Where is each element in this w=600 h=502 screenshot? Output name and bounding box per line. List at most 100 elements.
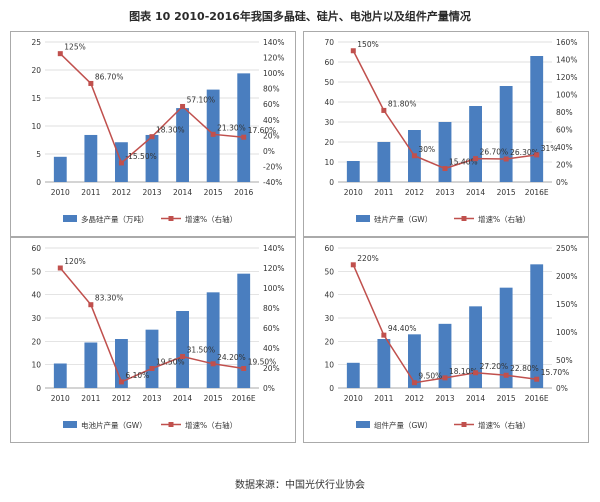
bar xyxy=(145,134,159,182)
growth-point xyxy=(350,262,356,268)
x-tick-label: 2015 xyxy=(204,188,223,197)
x-tick-label: 2016 xyxy=(234,188,253,197)
y-left-tick-label: 70 xyxy=(324,38,334,47)
y-left-tick-label: 5 xyxy=(36,150,41,159)
x-tick-label: 2014 xyxy=(173,394,192,403)
y-left-tick-label: 25 xyxy=(31,38,41,47)
y-left-tick-label: 60 xyxy=(324,244,334,253)
x-tick-label: 2016E xyxy=(525,188,549,197)
y-right-tick-label: 40% xyxy=(556,143,573,152)
y-left-tick-label: 30 xyxy=(31,314,41,323)
x-tick-label: 2011 xyxy=(81,394,100,403)
bar xyxy=(346,362,360,388)
legend-line-marker xyxy=(168,422,174,427)
x-tick-label: 2012 xyxy=(405,188,424,197)
x-tick-label: 2012 xyxy=(405,394,424,403)
growth-point xyxy=(503,372,509,378)
growth-data-label: 9.50% xyxy=(418,372,442,381)
chart-panel-cell: 0 10 20 30 40 50 60 0% 20% 40% 60% 80% 100% 120% 140% 2… xyxy=(10,237,296,443)
y-right-tick-label: 250% xyxy=(556,244,577,253)
chart-svg-wafer: 0 10 20 30 40 50 60 70 0% 20% 40% 60% 80% 100% 120% 140… xyxy=(324,38,577,224)
growth-point xyxy=(381,107,387,113)
bar xyxy=(346,161,360,182)
y-left-tick-label: 50 xyxy=(324,78,334,87)
y-left-tick-label: 50 xyxy=(324,267,334,276)
growth-data-label: -15.50% xyxy=(125,152,156,161)
legend-bar-label: 组件产量（GW） xyxy=(374,420,432,430)
bar xyxy=(53,363,67,388)
y-right-tick-label: 80% xyxy=(556,108,573,117)
bar xyxy=(499,86,513,182)
growth-point xyxy=(149,366,155,371)
growth-point xyxy=(180,354,186,359)
chart-panel-module: 0 10 20 30 40 50 60 0% 50% 100% 150% 200% 250% 2010 20… xyxy=(303,237,589,443)
y-right-tick-label: 0% xyxy=(263,147,275,156)
bar xyxy=(53,156,67,182)
growth-data-label: 125% xyxy=(64,43,85,52)
y-right-tick-label: 140% xyxy=(556,56,577,65)
y-left-tick-label: 0 xyxy=(329,178,334,187)
y-right-tick-label: 60% xyxy=(556,126,573,135)
y-right-tick-label: -40% xyxy=(263,178,282,187)
legend-line-marker xyxy=(461,422,467,427)
y-left-tick-label: 40 xyxy=(31,291,41,300)
y-right-tick-label: 120% xyxy=(263,264,284,273)
growth-data-label: 19.50% xyxy=(248,358,277,367)
growth-data-label: 24.20% xyxy=(217,353,246,362)
y-left-tick-label: 20 xyxy=(31,337,41,346)
growth-point xyxy=(241,134,247,140)
y-right-tick-label: 20% xyxy=(263,364,280,373)
bar xyxy=(145,329,159,388)
x-tick-label: 2010 xyxy=(51,188,70,197)
chart-panel-polysilicon: 0 5 10 15 20 25 -40% -20% 0% 20% 40% 60% 80% 100% 120%… xyxy=(10,31,296,237)
y-right-tick-label: 80% xyxy=(263,85,280,94)
bar xyxy=(206,292,220,388)
y-right-tick-label: 100% xyxy=(263,69,284,78)
y-right-tick-label: 0% xyxy=(263,384,275,393)
x-tick-label: 2012 xyxy=(112,188,131,197)
chart-svg-polysilicon: 0 5 10 15 20 25 -40% -20% 0% 20% 40% 60% 80% 100% 120%… xyxy=(31,38,284,224)
figure-title: 图表 10 2010-2016年我国多晶硅、硅片、电池片以及组件产量情况 xyxy=(129,10,471,23)
growth-data-label: 27.20% xyxy=(480,362,509,371)
y-right-tick-label: 100% xyxy=(263,284,284,293)
legend-bar-swatch xyxy=(356,421,370,428)
growth-point xyxy=(210,361,216,367)
y-right-tick-label: 160% xyxy=(556,38,577,47)
growth-data-label: 81.80% xyxy=(388,99,417,108)
y-left-tick-label: 30 xyxy=(324,314,334,323)
growth-data-label: 30% xyxy=(418,145,435,154)
y-right-tick-label: 20% xyxy=(556,161,573,170)
x-tick-label: 2013 xyxy=(435,188,454,197)
growth-point xyxy=(149,134,155,140)
x-tick-label: 2013 xyxy=(142,394,161,403)
growth-point xyxy=(180,103,186,109)
bar xyxy=(469,306,482,388)
bar xyxy=(377,142,391,182)
bar xyxy=(237,273,251,388)
legend-bar-swatch xyxy=(356,215,370,222)
y-left-tick-label: 10 xyxy=(31,122,41,131)
growth-point xyxy=(381,332,387,338)
growth-point xyxy=(411,153,417,159)
growth-point xyxy=(473,370,479,376)
bar xyxy=(530,264,544,388)
x-tick-label: 2015 xyxy=(497,188,516,197)
growth-point xyxy=(118,160,124,166)
x-tick-label: 2014 xyxy=(466,188,485,197)
x-tick-label: 2014 xyxy=(466,394,485,403)
y-left-tick-label: 30 xyxy=(324,118,334,127)
growth-point xyxy=(473,156,479,162)
growth-data-label: 19.50% xyxy=(156,358,185,367)
bar xyxy=(499,287,513,388)
growth-point xyxy=(534,152,540,158)
growth-data-label: 18.10% xyxy=(449,367,478,376)
y-left-tick-label: 20 xyxy=(324,138,334,147)
y-left-tick-label: 0 xyxy=(36,178,41,187)
growth-point xyxy=(442,375,448,381)
y-left-tick-label: 40 xyxy=(324,291,334,300)
y-left-tick-label: 0 xyxy=(329,384,334,393)
y-right-tick-label: 0% xyxy=(556,178,568,187)
bar xyxy=(438,323,452,388)
x-tick-label: 2010 xyxy=(51,394,70,403)
growth-data-label: 22.80% xyxy=(510,364,539,373)
